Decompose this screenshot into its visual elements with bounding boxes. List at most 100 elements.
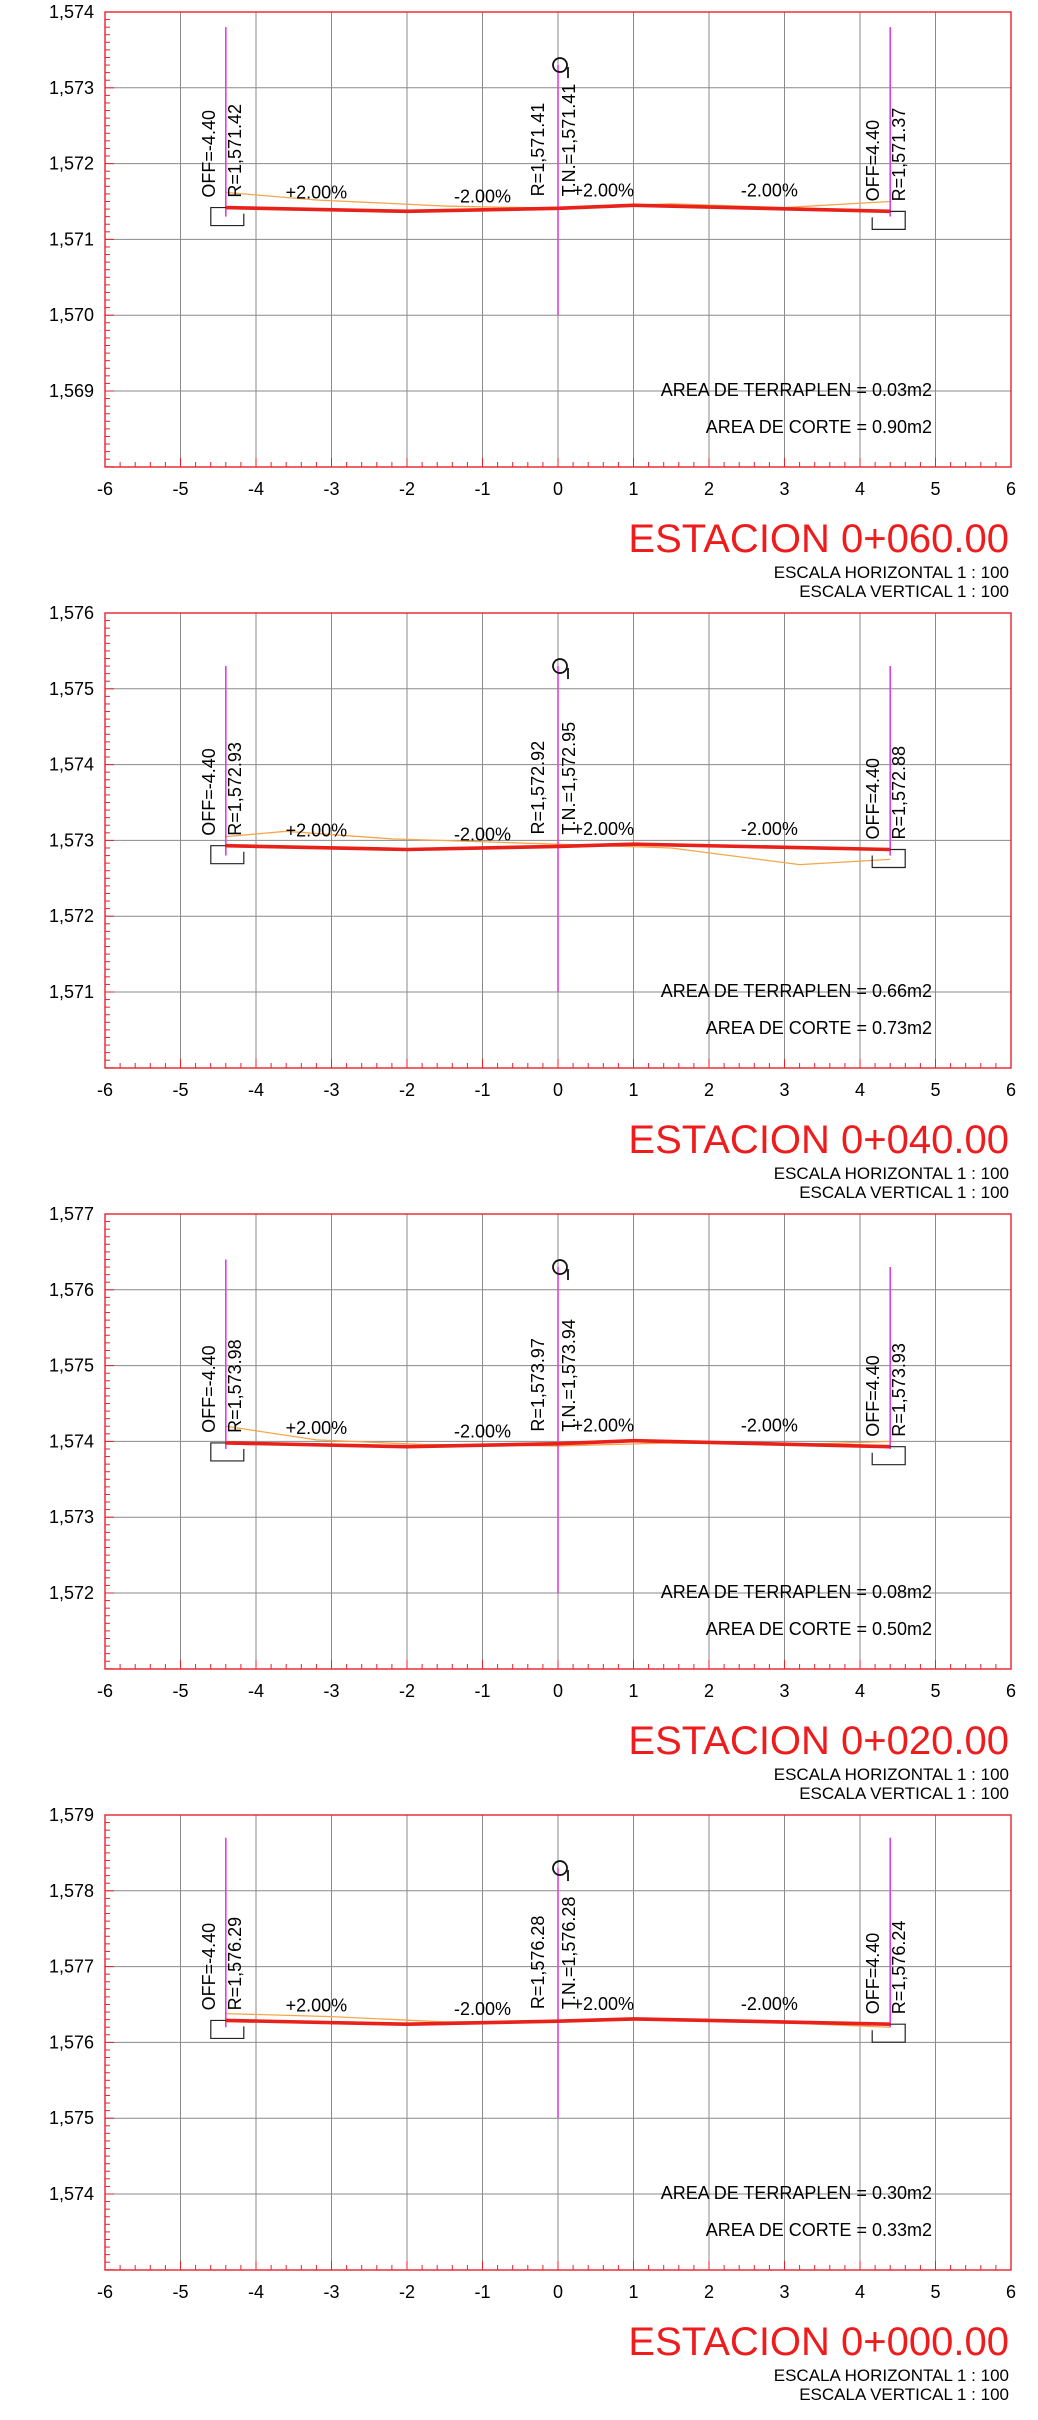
slope-label: +2.00%: [286, 1995, 348, 2015]
center-elevation-label: R=1,571.41: [528, 103, 548, 197]
y-tick-label: 1,576: [49, 603, 94, 623]
x-tick-label: -6: [97, 1681, 113, 1701]
x-tick-label: 1: [628, 2282, 638, 2302]
left-curb: [210, 2019, 245, 2040]
centerline-icon: [552, 1860, 568, 1876]
y-tick-label: 1,574: [49, 2184, 94, 2204]
x-tick-label: 6: [1006, 1681, 1016, 1701]
x-tick-label: 5: [930, 479, 940, 499]
y-tick-label: 1,573: [49, 78, 94, 98]
x-tick-label: 2: [704, 1080, 714, 1100]
y-tick-label: 1,575: [49, 679, 94, 699]
y-minor-ticks: [105, 11, 114, 468]
x-tick-label: -6: [97, 479, 113, 499]
vertical-scale-label: ESCALA VERTICAL 1 : 100: [799, 1784, 1009, 1803]
slope-label: -2.00%: [454, 824, 511, 844]
x-tick-label: -2: [399, 2282, 415, 2302]
y-tick-label: 1,570: [49, 305, 94, 325]
left-curb: [210, 1442, 245, 1462]
x-minor-ticks: [104, 2261, 1012, 2270]
left-curb: [210, 845, 245, 865]
x-tick-label: 4: [855, 1080, 865, 1100]
x-tick-label: 3: [779, 479, 789, 499]
x-tick-label: -3: [323, 1080, 339, 1100]
slope-label: +2.00%: [286, 183, 348, 203]
x-tick-label: -1: [474, 479, 490, 499]
slope-label: +2.00%: [286, 1418, 348, 1438]
slope-label: +2.00%: [286, 821, 348, 841]
x-tick-label: 2: [704, 479, 714, 499]
x-tick-label: -6: [97, 1080, 113, 1100]
slope-label: -2.00%: [454, 186, 511, 206]
x-tick-label: -1: [474, 1681, 490, 1701]
y-tick-label: 1,574: [49, 755, 94, 775]
x-tick-label: 6: [1006, 1080, 1016, 1100]
x-tick-label: -5: [172, 1080, 188, 1100]
horizontal-scale-label: ESCALA HORIZONTAL 1 : 100: [774, 2366, 1009, 2385]
right-curb: [871, 1446, 906, 1466]
x-tick-label: -2: [399, 479, 415, 499]
x-tick-label: -4: [248, 1681, 264, 1701]
y-tick-label: 1,573: [49, 830, 94, 850]
slope-label: -2.00%: [741, 819, 798, 839]
left-elevation-label: R=1,572.93: [225, 742, 245, 836]
x-tick-label: 4: [855, 1681, 865, 1701]
slope-label: -2.00%: [741, 180, 798, 200]
road-surface: [225, 1438, 891, 1449]
x-tick-label: 3: [779, 1681, 789, 1701]
x-tick-label: 0: [553, 1080, 563, 1100]
x-tick-label: 5: [930, 2282, 940, 2302]
slope-label: +2.00%: [573, 819, 635, 839]
right-elevation-label: R=1,573.93: [889, 1343, 909, 1437]
slope-label: -2.00%: [741, 1994, 798, 2014]
natural-ground-label: T.N.=1,576.28: [559, 1897, 579, 2010]
y-tick-label: 1,576: [49, 2032, 94, 2052]
x-tick-label: -3: [323, 1681, 339, 1701]
x-tick-label: 0: [553, 1681, 563, 1701]
x-tick-label: 2: [704, 2282, 714, 2302]
station-title: ESTACION 0+060.00: [628, 517, 1009, 561]
y-tick-label: 1,572: [49, 1583, 94, 1603]
cross-section: 1,574 1,573 1,572 1,571 1,570 1,569 -6 -5 -4 -3 -2…: [49, 2, 1016, 601]
vertical-scale-label: ESCALA VERTICAL 1 : 100: [799, 2385, 1009, 2404]
y-tick-label: 1,571: [49, 982, 94, 1002]
x-minor-ticks: [104, 458, 1012, 467]
y-minor-ticks: [105, 1814, 114, 2271]
y-tick-label: 1,571: [49, 229, 94, 249]
x-tick-label: -5: [172, 479, 188, 499]
right-offset-label: OFF=4.40: [863, 1933, 883, 2015]
road-surface: [225, 842, 891, 852]
slope-label: +2.00%: [573, 1416, 635, 1436]
y-tick-label: 1,569: [49, 381, 94, 401]
x-tick-label: 1: [628, 479, 638, 499]
x-tick-label: -5: [172, 1681, 188, 1701]
center-elevation-label: R=1,573.97: [528, 1338, 548, 1432]
x-tick-label: 3: [779, 2282, 789, 2302]
slope-label: -2.00%: [454, 1999, 511, 2019]
y-tick-label: 1,579: [49, 1805, 94, 1825]
x-tick-label: 1: [628, 1080, 638, 1100]
station-title: ESTACION 0+020.00: [628, 1719, 1009, 1763]
y-tick-label: 1,577: [49, 1957, 94, 1977]
fill-area-label: AREA DE TERRAPLEN = 0.66m2: [661, 981, 932, 1001]
y-tick-label: 1,575: [49, 1356, 94, 1376]
station-title: ESTACION 0+000.00: [628, 2320, 1009, 2364]
natural-ground-label: T.N.=1,571.41: [559, 84, 579, 197]
x-tick-label: 2: [704, 1681, 714, 1701]
x-tick-label: 4: [855, 479, 865, 499]
y-tick-label: 1,575: [49, 2108, 94, 2128]
x-tick-label: -4: [248, 2282, 264, 2302]
x-minor-ticks: [104, 1059, 1012, 1068]
right-offset-label: OFF=4.40: [863, 758, 883, 840]
cross-section: 1,579 1,578 1,577 1,576 1,575 1,574 -6 -5 -4 -3 -2…: [49, 1805, 1016, 2404]
x-tick-label: 0: [553, 2282, 563, 2302]
fill-area-label: AREA DE TERRAPLEN = 0.08m2: [661, 1582, 932, 1602]
x-tick-label: -3: [323, 2282, 339, 2302]
slope-label: +2.00%: [573, 180, 635, 200]
y-tick-label: 1,578: [49, 1881, 94, 1901]
cross-section: 1,576 1,575 1,574 1,573 1,572 1,571 -6 -5 -4 -3 -2…: [49, 603, 1016, 1202]
x-tick-label: -6: [97, 2282, 113, 2302]
right-elevation-label: R=1,576.24: [889, 1921, 909, 2015]
left-elevation-label: R=1,576.29: [225, 1917, 245, 2011]
